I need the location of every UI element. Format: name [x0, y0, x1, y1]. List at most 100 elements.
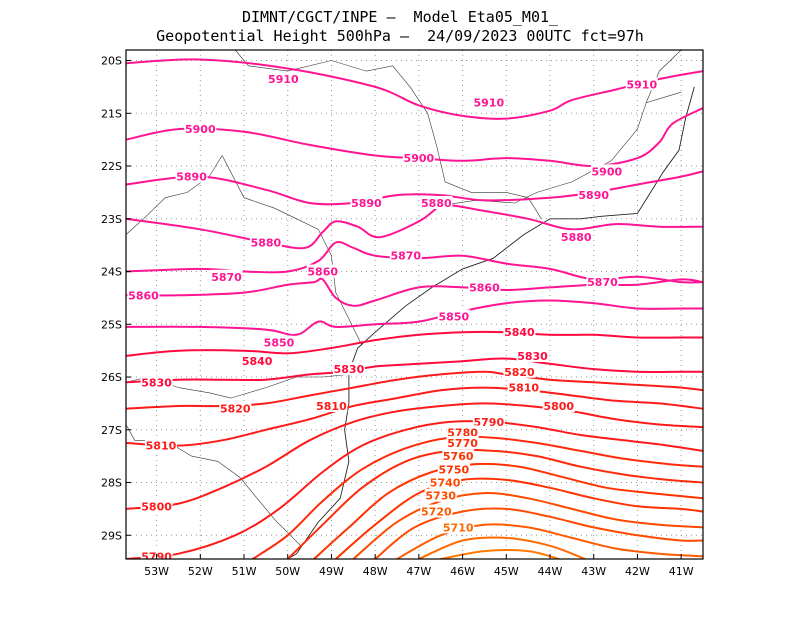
contour-label: 5870: [390, 250, 421, 263]
y-tick-label: 23S: [101, 213, 122, 226]
contour-5790: [126, 420, 703, 559]
contour-label-bg: [590, 164, 623, 178]
contour-label-bg: [429, 475, 462, 489]
contour-5710: [417, 536, 586, 559]
x-tick-label: 52W: [188, 565, 213, 578]
x-tick-label: 46W: [450, 565, 475, 578]
contour-label: 5750: [439, 463, 470, 476]
contour-label: 5720: [421, 506, 452, 519]
contour-label-bg: [184, 122, 217, 136]
x-tick-label: 44W: [538, 565, 563, 578]
contour-label-bg: [542, 399, 575, 413]
contour-5770: [286, 448, 703, 559]
contour-label-bg: [140, 499, 173, 513]
state-border: [126, 424, 302, 547]
contour-label-bg: [402, 151, 435, 165]
contour-label: 5910: [268, 73, 299, 86]
chart-title-line-2: Geopotential Height 500hPa – 24/09/2023 …: [156, 27, 644, 45]
contour-label: 5760: [443, 450, 474, 463]
contour-label-bg: [140, 375, 173, 389]
contour-label-bg: [503, 364, 536, 378]
contour-label: 5870: [587, 276, 618, 289]
contour-5720: [396, 523, 703, 559]
contour-label-bg: [210, 269, 243, 283]
contour-5780: [251, 435, 703, 559]
contour-5810: [126, 386, 703, 447]
contour-label: 5880: [251, 237, 282, 250]
contour-label-bg: [241, 354, 274, 368]
contour-label: 5840: [242, 355, 273, 368]
axis-ticks: 53W 52W 51W 50W 49W 48W 47W 46W 45W 44W 43W 42W 41W 2…: [101, 55, 694, 578]
contour-label-bg: [420, 504, 453, 518]
x-tick-label: 43W: [581, 565, 606, 578]
contour-label: 5890: [578, 189, 609, 202]
contour-label-bg: [442, 449, 475, 463]
y-tick-label: 24S: [101, 266, 122, 279]
contour-label-bg: [389, 248, 422, 262]
contour-label: 5790: [473, 416, 504, 429]
contour-5830: [126, 357, 703, 384]
contour-label-bg: [507, 380, 540, 394]
contour-label-bg: [472, 95, 505, 109]
x-tick-label: 42W: [625, 565, 650, 578]
contour-label-bg: [420, 195, 453, 209]
contour-5800: [126, 402, 703, 510]
contour-label: 5810: [508, 382, 539, 395]
contour-label: 5900: [185, 123, 216, 136]
coastline: [287, 86, 695, 559]
contour-label: 5910: [626, 78, 657, 91]
contour-label-bg: [586, 275, 619, 289]
contour-label: 5900: [404, 152, 435, 165]
contour-5850: [126, 299, 703, 337]
chart-title-line-1: DIMNT/CGCT/INPE – Model Eta05_M01_: [241, 8, 559, 26]
state-border: [645, 50, 682, 103]
contour-label: 5820: [504, 366, 535, 379]
contour-label-bg: [332, 362, 365, 376]
contour-label: 5830: [334, 363, 365, 376]
contour-label-bg: [503, 325, 536, 339]
contour-label: 5800: [543, 400, 574, 413]
contour-label-bg: [306, 264, 339, 278]
contour-5890: [126, 170, 703, 206]
x-tick-label: 47W: [406, 565, 431, 578]
contour-label-bg: [350, 195, 383, 209]
contour-label-bg: [625, 77, 658, 91]
x-tick-label: 51W: [232, 565, 257, 578]
x-tick-label: 48W: [363, 565, 388, 578]
contour-label-bg: [446, 435, 479, 449]
contour-labels: 5910 5910 5910 5900 5900 5900 5890 5890 5880 5890…: [127, 72, 658, 559]
contour-label: 5880: [561, 231, 592, 244]
contour-5900: [126, 107, 703, 168]
contour-label-bg: [472, 414, 505, 428]
contour-label-bg: [468, 280, 501, 294]
contour-label: 5810: [146, 440, 177, 453]
contour-label-bg: [267, 72, 300, 86]
contour-label-bg: [127, 288, 160, 302]
x-tick-label: 50W: [275, 565, 300, 578]
contour-label: 5860: [469, 281, 500, 294]
contour-label: 5830: [517, 350, 548, 363]
contour-label-bg: [219, 401, 252, 415]
contour-5880: [126, 203, 703, 250]
x-tick-label: 53W: [144, 565, 169, 578]
contour-label-bg: [437, 309, 470, 323]
contour-5750: [334, 477, 703, 559]
contour-5760: [313, 462, 703, 559]
contour-label: 5850: [439, 310, 470, 323]
contour-label: 5730: [425, 490, 456, 503]
contour-label: 5890: [176, 171, 207, 184]
contour-label: 5740: [430, 477, 461, 490]
contour-label: 5830: [141, 376, 172, 389]
y-tick-label: 29S: [101, 529, 122, 542]
contour-5700: [439, 549, 560, 559]
contour-label: 5850: [264, 337, 295, 350]
state-border: [221, 155, 363, 346]
contour-label-bg: [442, 520, 475, 534]
plot-frame: [125, 49, 704, 560]
x-tick-label: 49W: [319, 565, 344, 578]
contour-label-bg: [516, 348, 549, 362]
contour-label-bg: [249, 235, 282, 249]
contour-label: 5860: [128, 289, 159, 302]
contour-label-bg: [577, 188, 610, 202]
y-tick-label: 25S: [101, 318, 122, 331]
